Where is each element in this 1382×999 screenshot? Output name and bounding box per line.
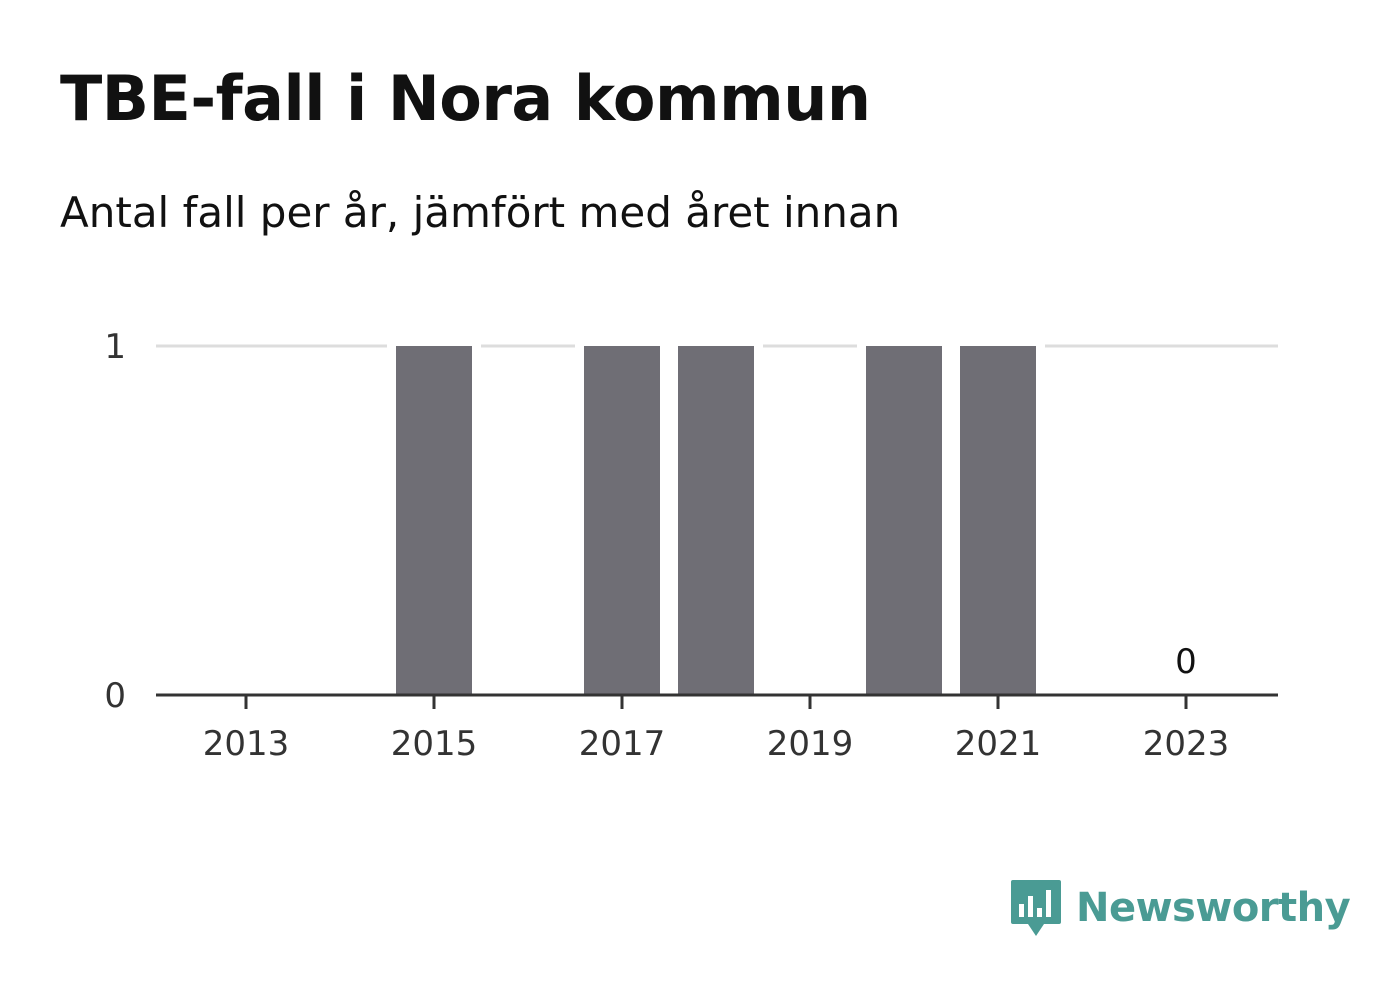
x-tick-label-2013: 2013 [203, 724, 290, 764]
brand-name: Newsworthy [1076, 885, 1351, 931]
bar-2018 [678, 346, 754, 695]
x-tick-label-2023: 2023 [1143, 724, 1230, 764]
bar-2021 [960, 346, 1036, 695]
x-tick-label-2019: 2019 [767, 724, 854, 764]
labels: 2013 2015 2017 2019 2021 2023 0 1 0 [104, 327, 1229, 764]
bars [387, 342, 1045, 695]
data-label-2023: 0 [1175, 642, 1197, 682]
chart-title: TBE-fall i Nora kommun [60, 62, 871, 135]
y-tick-label-0: 0 [104, 676, 126, 716]
bar-2015 [396, 346, 472, 695]
chart-subtitle: Antal fall per år, jämfört med året inna… [60, 188, 901, 237]
x-tick-label-2021: 2021 [955, 724, 1042, 764]
brand-logo: Newsworthy [1010, 878, 1351, 938]
bar-2017 [584, 346, 660, 695]
newsworthy-logo-icon [1011, 880, 1061, 936]
x-tick-label-2015: 2015 [391, 724, 478, 764]
bar-2020 [866, 346, 942, 695]
x-axis [156, 693, 1278, 709]
y-tick-label-1: 1 [104, 327, 126, 367]
x-tick-label-2017: 2017 [579, 724, 666, 764]
